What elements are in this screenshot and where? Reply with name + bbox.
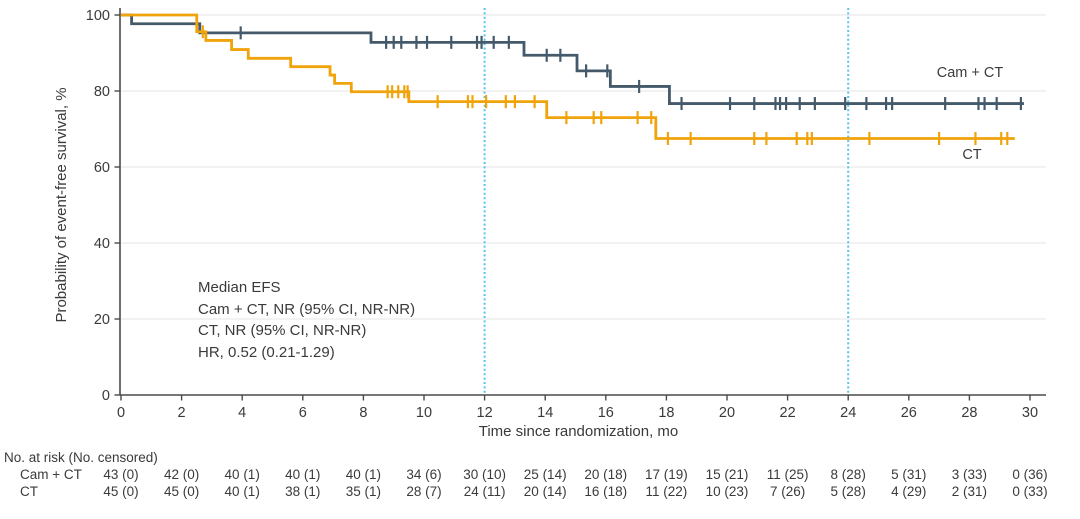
risk-cell: 25 (14) — [523, 467, 567, 482]
risk-cell: 45 (0) — [103, 484, 139, 499]
annotation-line-ct: CT, NR (95% CI, NR-NR) — [198, 322, 367, 339]
annotation-line-cam-ct: Cam + CT, NR (95% CI, NR-NR) — [198, 300, 416, 318]
risk-cell: 24 (11) — [463, 484, 506, 499]
risk-cell: 34 (6) — [406, 467, 442, 482]
x-tick-label-22: 22 — [780, 405, 796, 421]
risk-row-label-cam-ct: Cam + CT — [20, 467, 82, 482]
x-tick-label-16: 16 — [598, 405, 614, 421]
risk-cell: 10 (23) — [705, 484, 749, 499]
x-tick-label-14: 14 — [537, 405, 553, 421]
y-tick-label-20: 20 — [94, 312, 110, 328]
x-tick-label-26: 26 — [901, 405, 917, 421]
risk-table-header: No. at risk (No. censored) — [4, 450, 158, 465]
y-axis-title: Probability of event-free survival, % — [53, 87, 70, 322]
risk-cell: 43 (0) — [103, 467, 139, 482]
y-tick-label-40: 40 — [94, 236, 110, 252]
risk-row-cam-ct: Cam + CT 43 (0) 42 (0) 40 (1) 40 (1) 40 (1) 3… — [0, 467, 1080, 483]
risk-cell: 40 (1) — [224, 484, 260, 499]
risk-cell: 20 (18) — [584, 467, 628, 482]
risk-cell: 28 (7) — [406, 484, 442, 499]
x-tick-label-20: 20 — [719, 405, 735, 421]
x-tick-label-18: 18 — [658, 405, 674, 421]
x-tick-label-2: 2 — [178, 405, 186, 421]
annotation-line-hr: HR, 0.52 (0.21-1.29) — [198, 343, 335, 361]
risk-cell: 8 (28) — [830, 467, 866, 482]
risk-cell: 40 (1) — [345, 467, 382, 482]
x-tick-label-24: 24 — [840, 405, 856, 421]
x-tick-label-8: 8 — [359, 405, 367, 421]
risk-cell: 40 (1) — [285, 467, 321, 482]
series-label-ct: CT — [962, 147, 982, 163]
risk-cell: 30 (10) — [463, 467, 506, 482]
risk-row-label-ct: CT — [20, 484, 38, 499]
risk-cell: 11 (25) — [766, 467, 809, 482]
x-tick-label-10: 10 — [416, 405, 432, 421]
risk-cell: 20 (14) — [523, 484, 567, 499]
risk-cell: 35 (1) — [345, 484, 382, 499]
risk-cell: 5 (28) — [830, 484, 866, 499]
risk-cell: 17 (19) — [645, 467, 688, 482]
survival-curve-ct — [121, 13, 1015, 140]
y-tick-label-0: 0 — [102, 388, 110, 404]
x-axis-title: Time since randomization, mo — [479, 423, 679, 440]
risk-cell: 3 (33) — [951, 467, 988, 482]
risk-cell: 7 (26) — [769, 484, 806, 499]
risk-cell: 0 (33) — [1012, 484, 1048, 499]
risk-cell: 42 (0) — [163, 467, 200, 482]
y-tick-label-80: 80 — [94, 84, 110, 100]
x-tick-label-0: 0 — [117, 405, 125, 421]
risk-cell: 5 (31) — [891, 467, 927, 482]
x-tick-label-30: 30 — [1022, 405, 1038, 421]
km-chart-svg: 0 2 4 6 8 10 12 14 16 18 20 22 24 26 28 30020406080100T… — [53, 8, 1046, 440]
x-tick-label-28: 28 — [961, 405, 977, 421]
median-efs-annotation: Median EFS Cam + CT, NR (95% CI, NR-NR) … — [198, 277, 415, 363]
risk-cell: 38 (1) — [285, 484, 321, 499]
risk-cell: 0 (36) — [1012, 467, 1048, 482]
risk-cell: 45 (0) — [163, 484, 200, 499]
x-tick-label-6: 6 — [299, 405, 307, 421]
risk-row-ct: CT 45 (0) 45 (0) 40 (1) 38 (1) 35 (1) 28 (7) 2… — [0, 484, 1080, 500]
x-tick-label-4: 4 — [238, 405, 246, 421]
y-tick-label-100: 100 — [86, 8, 110, 24]
y-tick-label-60: 60 — [94, 160, 110, 176]
x-tick-label-12: 12 — [477, 405, 493, 421]
risk-cell: 11 (22) — [645, 484, 688, 499]
annotation-line-median: Median EFS — [198, 279, 281, 296]
risk-cell: 15 (21) — [705, 467, 749, 482]
series-label-cam-ct: Cam + CT — [936, 65, 1004, 81]
risk-cell: 2 (31) — [951, 484, 988, 499]
risk-cell: 16 (18) — [584, 484, 628, 499]
risk-cell: 4 (29) — [891, 484, 927, 499]
risk-cell: 40 (1) — [224, 467, 260, 482]
